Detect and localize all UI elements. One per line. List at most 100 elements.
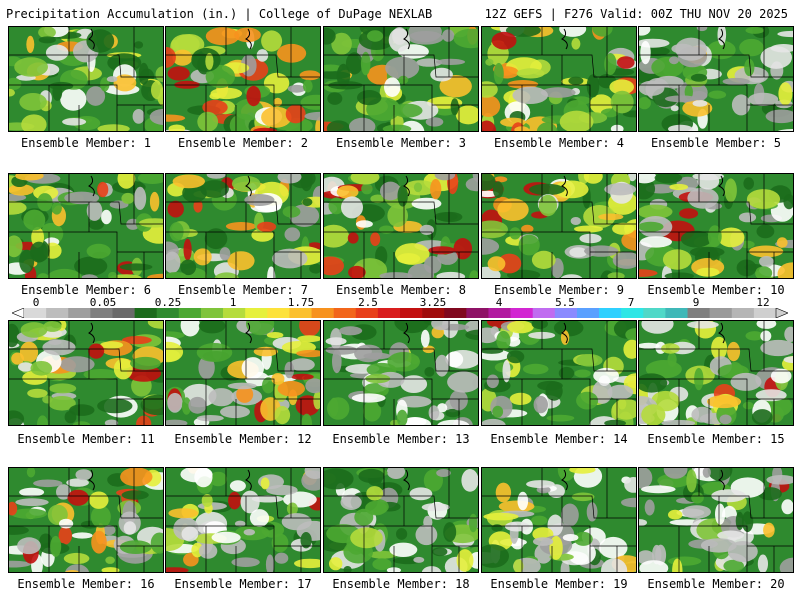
colorbar-segment: [731, 308, 755, 318]
colorbar-tick-label: 12: [756, 296, 770, 309]
river-line: [718, 469, 725, 491]
state-borders: [9, 27, 163, 131]
state-borders: [482, 468, 636, 572]
colorbar-segment: [532, 308, 556, 318]
colorbar-segment: [709, 308, 733, 318]
colorbar-segment: [488, 308, 511, 318]
precipitation-field: [324, 174, 478, 278]
river-line: [403, 175, 410, 197]
colorbar-segment: [400, 308, 423, 318]
colorbar-segment: [68, 308, 91, 318]
state-borders: [324, 174, 478, 278]
ensemble-member-label: Ensemble Member: 7: [177, 283, 309, 297]
ensemble-member-map: [323, 173, 479, 279]
map-title: Precipitation Accumulation (in.) | Colle…: [6, 7, 433, 21]
river-line: [561, 322, 568, 344]
ensemble-member-label: Ensemble Member: 16: [17, 577, 155, 591]
state-borders: [166, 321, 320, 425]
colorbar-segment: [753, 308, 777, 318]
river-line: [88, 469, 95, 491]
state-borders: [482, 27, 636, 131]
precipitation-field: [166, 27, 320, 131]
ensemble-member-label: Ensemble Member: 4: [493, 136, 625, 150]
colorbar-segment: [223, 308, 246, 318]
river-line: [561, 28, 568, 50]
ensemble-member-map: [481, 26, 637, 132]
ensemble-member-map: [165, 467, 321, 573]
ensemble-member-map: [481, 173, 637, 279]
precipitation-field: [9, 174, 163, 278]
state-borders: [166, 27, 320, 131]
state-borders: [639, 321, 793, 425]
precipitation-field: [324, 468, 478, 572]
state-borders: [639, 468, 793, 572]
precipitation-field: [482, 174, 636, 278]
river-line: [245, 322, 252, 344]
river-line: [718, 28, 725, 50]
ensemble-member-map: [638, 173, 794, 279]
precipitation-field: [482, 321, 636, 425]
ensemble-member-map: [165, 320, 321, 426]
colorbar-segment: [134, 308, 158, 318]
river-line: [403, 322, 410, 344]
colorbar-tick-label: 4: [495, 296, 503, 309]
state-borders: [324, 321, 478, 425]
colorbar-segment: [333, 308, 357, 318]
colorbar-segment: [267, 308, 290, 318]
river-line: [245, 175, 252, 197]
ensemble-member-label: Ensemble Member: 13: [332, 432, 470, 446]
precipitation-field: [324, 321, 478, 425]
colorbar-segment: [46, 308, 69, 318]
precipitation-field: [639, 174, 793, 278]
colorbar-tick-label: 1.75: [287, 296, 315, 309]
ensemble-member-map: [8, 173, 164, 279]
colorbar-segment: [377, 308, 401, 318]
colorbar-segment: [576, 308, 600, 318]
colorbar-segment: [200, 308, 224, 318]
ensemble-member-label: Ensemble Member: 17: [174, 577, 312, 591]
colorbar-max-arrow: [775, 308, 788, 318]
state-borders: [639, 174, 793, 278]
river-line: [88, 28, 95, 50]
state-borders: [482, 174, 636, 278]
colorbar-segment: [466, 308, 489, 318]
colorbar-tick-label: 2.5: [358, 296, 378, 309]
colorbar-segment: [621, 308, 644, 318]
ensemble-member-map: [638, 26, 794, 132]
colorbar-segment: [422, 308, 445, 318]
ensemble-member-label: Ensemble Member: 14: [490, 432, 628, 446]
colorbar-segment: [156, 308, 180, 318]
ensemble-member-label: Ensemble Member: 12: [174, 432, 312, 446]
river-line: [88, 322, 95, 344]
colorbar-tick-label: 5.5: [555, 296, 575, 309]
ensemble-member-map: [323, 467, 479, 573]
colorbar-segment: [112, 308, 135, 318]
ensemble-member-label: Ensemble Member: 8: [335, 283, 467, 297]
ensemble-member-map: [165, 173, 321, 279]
colorbar-tick-label: 3.25: [419, 296, 447, 309]
ensemble-member-label: Ensemble Member: 10: [647, 283, 785, 297]
precipitation-field: [639, 468, 793, 572]
ensemble-member-map: [638, 467, 794, 573]
colorbar-segment: [665, 308, 688, 318]
ensemble-member-label: Ensemble Member: 19: [490, 577, 628, 591]
precipitation-field: [639, 27, 793, 131]
ensemble-member-map: [8, 467, 164, 573]
colorbar-tick-label: 0.25: [154, 296, 182, 309]
ensemble-member-map: [638, 320, 794, 426]
ensemble-member-map: [323, 26, 479, 132]
colorbar-tick-label: 9: [692, 296, 700, 309]
river-line: [245, 28, 252, 50]
ensemble-member-label: Ensemble Member: 5: [650, 136, 782, 150]
precipitation-field: [482, 27, 636, 131]
run-info: 12Z GEFS | F276 Valid: 00Z THU NOV 20 20…: [484, 7, 788, 21]
colorbar-segment: [355, 308, 379, 318]
ensemble-member-label: Ensemble Member: 9: [493, 283, 625, 297]
ensemble-member-label: Ensemble Member: 18: [332, 577, 470, 591]
colorbar-segment: [311, 308, 334, 318]
colorbar-segment: [90, 308, 113, 318]
precipitation-field: [324, 27, 478, 131]
precipitation-field: [166, 321, 320, 425]
precipitation-field: [9, 468, 163, 572]
colorbar-tick-label: 7: [627, 296, 635, 309]
